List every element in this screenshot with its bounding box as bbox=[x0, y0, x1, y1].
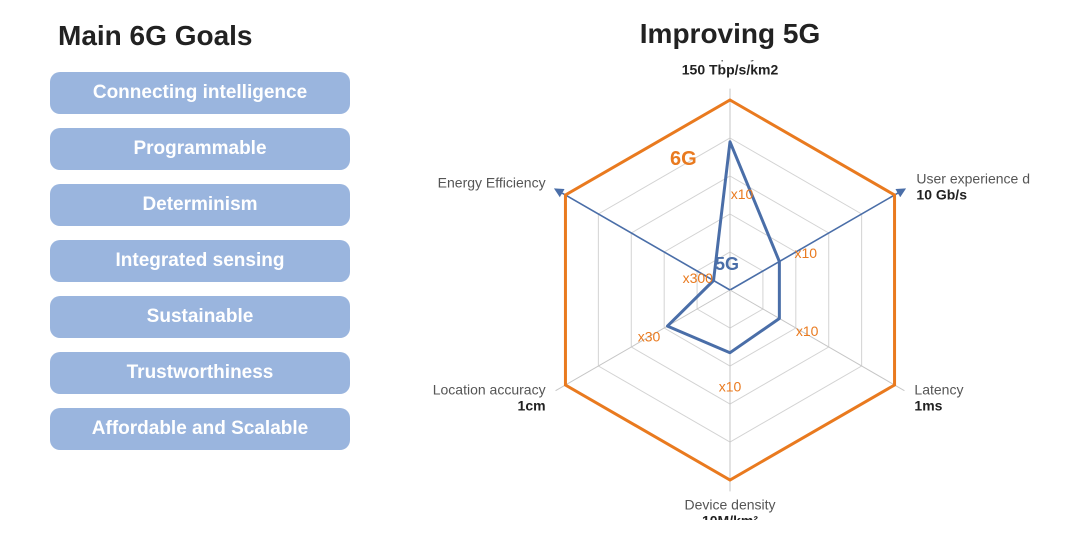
radar-axis-label: Location accuracy bbox=[433, 382, 546, 398]
page: Main 6G Goals Connecting intelligence Pro… bbox=[0, 0, 1080, 540]
goal-item: Determinism bbox=[50, 184, 350, 226]
left-title: Main 6G Goals bbox=[58, 20, 350, 52]
goal-item: Sustainable bbox=[50, 296, 350, 338]
goal-item: Connecting intelligence bbox=[50, 72, 350, 114]
radar-axis-value: 1ms bbox=[914, 398, 942, 414]
radar-axis-label: Energy Efficiency bbox=[438, 174, 546, 190]
left-panel: Main 6G Goals Connecting intelligence Pro… bbox=[0, 0, 380, 540]
radar-axis-label: User experience data rate bbox=[916, 170, 1030, 186]
radar-multiplier-label: x10 bbox=[731, 186, 754, 202]
radar-axis-value: 150 Tbp/s/km2 bbox=[682, 62, 779, 78]
goal-item: Trustworthiness bbox=[50, 352, 350, 394]
goal-item: Affordable and Scalable bbox=[50, 408, 350, 450]
radar-multiplier-label: x10 bbox=[719, 378, 742, 394]
radar-series-label: 5G bbox=[715, 254, 739, 274]
radar-chart: Capacity150 Tbp/s/km2User experience dat… bbox=[430, 60, 1030, 520]
goal-item: Programmable bbox=[50, 128, 350, 170]
radar-multiplier-label: x30 bbox=[638, 329, 661, 345]
radar-series-label: 6G bbox=[670, 148, 697, 170]
radar-multiplier-label: x10 bbox=[795, 245, 818, 261]
goals-list: Connecting intelligence Programmable Deter… bbox=[50, 72, 350, 450]
radar-axis-label: Device density bbox=[684, 496, 775, 512]
radar-axis-value: 10 Gb/s bbox=[916, 186, 967, 202]
radar-series-5g bbox=[667, 142, 779, 353]
radar-spoke bbox=[730, 290, 904, 391]
right-panel: Improving 5G Capacity150 Tbp/s/km2User e… bbox=[380, 0, 1080, 540]
right-title: Improving 5G bbox=[380, 18, 1080, 50]
radar-axis-value: 10M/km² bbox=[702, 512, 758, 520]
radar-multiplier-label: x300 bbox=[683, 270, 714, 286]
goal-item: Integrated sensing bbox=[50, 240, 350, 282]
radar-multiplier-label: x10 bbox=[796, 323, 819, 339]
radar-axis-label: Latency bbox=[914, 382, 963, 398]
radar-axis-value: 1cm bbox=[518, 398, 546, 414]
